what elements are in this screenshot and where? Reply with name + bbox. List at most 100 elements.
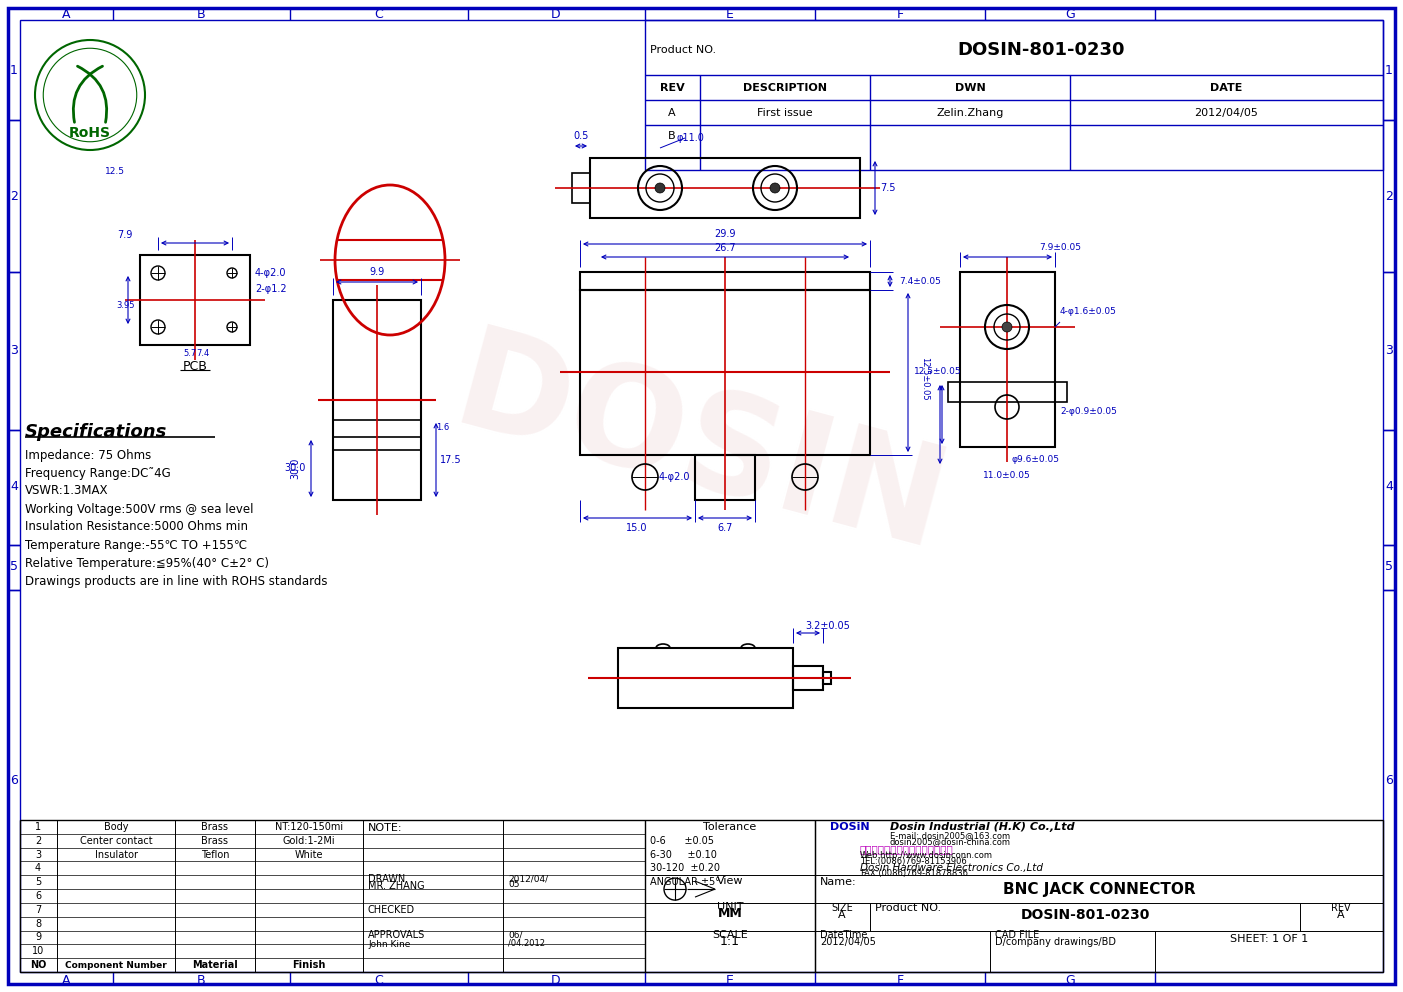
Text: Insulator: Insulator bbox=[94, 849, 137, 859]
Text: Zelin.Zhang: Zelin.Zhang bbox=[936, 108, 1003, 118]
Text: F: F bbox=[897, 8, 904, 21]
Text: Dosin Industrial (H.K) Co.,Ltd: Dosin Industrial (H.K) Co.,Ltd bbox=[890, 822, 1075, 832]
Text: View: View bbox=[717, 876, 744, 886]
Text: ANGULAR ±5°: ANGULAR ±5° bbox=[650, 877, 720, 887]
Text: Material: Material bbox=[192, 960, 239, 970]
Text: DOSIN-801-0230: DOSIN-801-0230 bbox=[1020, 908, 1149, 922]
Text: 3.2±0.05: 3.2±0.05 bbox=[805, 621, 850, 631]
Bar bbox=[579, 290, 870, 455]
Text: 1.6: 1.6 bbox=[436, 424, 449, 433]
Text: A: A bbox=[668, 108, 676, 118]
Bar bbox=[333, 300, 421, 500]
Text: Web:http://www.dosinconn.com: Web:http://www.dosinconn.com bbox=[860, 851, 993, 860]
Text: 2-φ1.2: 2-φ1.2 bbox=[255, 284, 286, 294]
Text: φ11.0: φ11.0 bbox=[676, 133, 704, 143]
Text: Product NO.: Product NO. bbox=[650, 45, 716, 55]
Text: 29.9: 29.9 bbox=[714, 229, 735, 239]
Text: FAX:(0086)769-81878836: FAX:(0086)769-81878836 bbox=[860, 869, 968, 878]
Text: Tolerance: Tolerance bbox=[703, 822, 756, 832]
Text: PCB: PCB bbox=[182, 360, 208, 374]
Text: White: White bbox=[295, 849, 323, 859]
Text: C: C bbox=[375, 973, 383, 986]
Text: 6.7: 6.7 bbox=[717, 523, 732, 533]
Text: Working Voltage:500V rms @ sea level: Working Voltage:500V rms @ sea level bbox=[25, 503, 254, 516]
Text: BNC JACK CONNECTOR: BNC JACK CONNECTOR bbox=[1003, 882, 1195, 897]
Text: SCALE: SCALE bbox=[713, 930, 748, 939]
Text: 11.0±0.05: 11.0±0.05 bbox=[984, 470, 1031, 479]
Text: Temperature Range:-55℃ TO +155℃: Temperature Range:-55℃ TO +155℃ bbox=[25, 539, 247, 552]
Text: NO: NO bbox=[29, 960, 46, 970]
Text: REV: REV bbox=[1331, 904, 1351, 914]
Text: Teflon: Teflon bbox=[201, 849, 229, 859]
Text: D/company drawings/BD: D/company drawings/BD bbox=[995, 936, 1115, 946]
Text: 30.0: 30.0 bbox=[290, 457, 300, 479]
Text: 7.9±0.05: 7.9±0.05 bbox=[1040, 242, 1080, 252]
Text: MM: MM bbox=[717, 908, 742, 921]
Text: 12.5±0.05: 12.5±0.05 bbox=[915, 367, 962, 377]
Text: MR. ZHANG: MR. ZHANG bbox=[368, 881, 425, 891]
Text: F: F bbox=[897, 973, 904, 986]
Text: NOTE:: NOTE: bbox=[368, 823, 403, 833]
Text: 30.0: 30.0 bbox=[285, 463, 306, 473]
Circle shape bbox=[35, 40, 145, 150]
Text: Name:: Name: bbox=[819, 877, 857, 887]
Text: 3: 3 bbox=[35, 849, 41, 859]
Text: Gold:1-2Mi: Gold:1-2Mi bbox=[282, 835, 335, 846]
Text: DOSIN: DOSIN bbox=[441, 320, 960, 580]
Text: DESCRIPTION: DESCRIPTION bbox=[744, 83, 826, 93]
Text: TEL:(0086)769-81153906: TEL:(0086)769-81153906 bbox=[860, 857, 967, 866]
Text: SIZE: SIZE bbox=[831, 904, 853, 914]
FancyArrowPatch shape bbox=[73, 66, 102, 122]
Text: 7.4: 7.4 bbox=[196, 348, 209, 357]
Bar bbox=[572, 173, 591, 203]
Text: DOSiN: DOSiN bbox=[831, 822, 870, 832]
Text: 9: 9 bbox=[35, 932, 41, 942]
Text: 1: 1 bbox=[35, 822, 41, 832]
Bar bbox=[20, 820, 1383, 972]
Bar bbox=[948, 382, 1068, 402]
Text: 4-φ2.0: 4-φ2.0 bbox=[658, 472, 690, 482]
Text: C: C bbox=[375, 8, 383, 21]
Text: 9.9: 9.9 bbox=[369, 267, 384, 277]
Text: 5: 5 bbox=[10, 560, 18, 573]
Text: D: D bbox=[551, 973, 561, 986]
Text: DOSIN-801-0230: DOSIN-801-0230 bbox=[957, 41, 1125, 59]
Text: 7.9: 7.9 bbox=[118, 230, 133, 240]
Bar bbox=[591, 158, 860, 218]
Text: CHECKED: CHECKED bbox=[368, 905, 415, 915]
Text: Dosin Hardware Electronics Co.,Ltd: Dosin Hardware Electronics Co.,Ltd bbox=[860, 863, 1042, 873]
Text: Body: Body bbox=[104, 822, 128, 832]
Text: REV: REV bbox=[659, 83, 685, 93]
Bar bbox=[824, 672, 831, 684]
Text: Center contact: Center contact bbox=[80, 835, 153, 846]
Text: 2: 2 bbox=[10, 189, 18, 202]
Bar bbox=[960, 272, 1055, 447]
Circle shape bbox=[655, 183, 665, 193]
Text: 26.7: 26.7 bbox=[714, 243, 735, 253]
FancyArrowPatch shape bbox=[77, 66, 107, 122]
Text: Specifications: Specifications bbox=[25, 423, 167, 441]
Text: B: B bbox=[196, 973, 205, 986]
Text: 6-30     ±0.10: 6-30 ±0.10 bbox=[650, 849, 717, 859]
Text: 3: 3 bbox=[10, 344, 18, 357]
Text: 0-6      ±0.05: 0-6 ±0.05 bbox=[650, 835, 714, 846]
Text: B: B bbox=[196, 8, 205, 21]
Text: RoHS: RoHS bbox=[69, 126, 111, 140]
Text: SHEET: 1 OF 1: SHEET: 1 OF 1 bbox=[1230, 933, 1308, 943]
Text: 06/: 06/ bbox=[508, 930, 522, 939]
Text: 0.5: 0.5 bbox=[574, 131, 589, 141]
Text: 3: 3 bbox=[1385, 344, 1393, 357]
Text: DATE: DATE bbox=[1209, 83, 1242, 93]
Bar bbox=[140, 255, 250, 345]
Text: 1: 1 bbox=[1385, 63, 1393, 76]
Text: 6: 6 bbox=[1385, 775, 1393, 788]
Text: /04.2012: /04.2012 bbox=[508, 938, 544, 947]
Bar bbox=[694, 455, 755, 500]
Circle shape bbox=[770, 183, 780, 193]
Text: E: E bbox=[727, 973, 734, 986]
Text: A: A bbox=[838, 910, 846, 920]
Text: 12.5±0.05: 12.5±0.05 bbox=[920, 357, 930, 401]
Text: A: A bbox=[62, 973, 70, 986]
Text: 2012/04/05: 2012/04/05 bbox=[819, 936, 875, 946]
Text: Insulation Resistance:5000 Ohms min: Insulation Resistance:5000 Ohms min bbox=[25, 521, 248, 534]
